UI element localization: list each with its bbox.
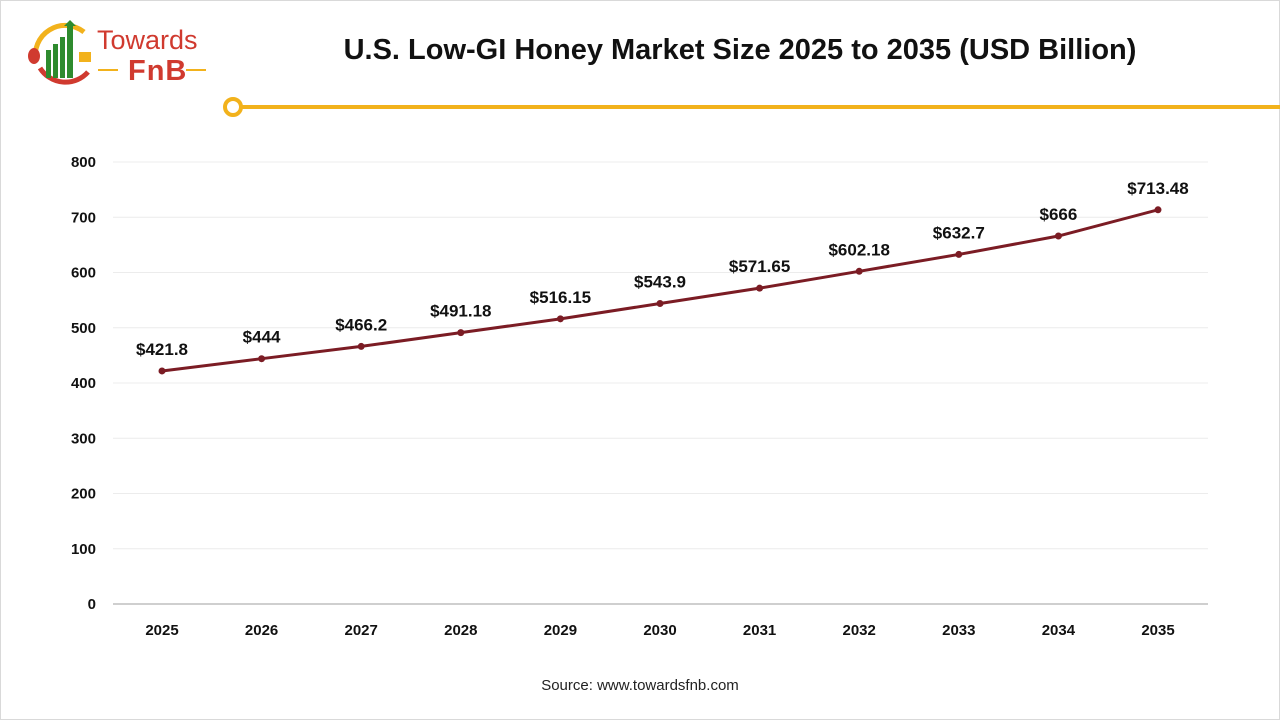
data-point (258, 355, 266, 363)
chart-title: U.S. Low-GI Honey Market Size 2025 to 20… (343, 34, 1137, 66)
data-label: $516.15 (530, 288, 591, 307)
y-tick-label: 500 (71, 320, 96, 337)
x-tick-label: 2032 (843, 622, 876, 639)
x-tick-label: 2025 (145, 622, 178, 639)
data-label: $666 (1039, 205, 1077, 224)
data-point (158, 367, 166, 375)
x-tick-label: 2035 (1141, 622, 1174, 639)
data-point (556, 315, 564, 323)
data-label: $421.8 (136, 340, 188, 359)
x-tick-label: 2030 (643, 622, 676, 639)
data-point (855, 267, 863, 275)
data-label: $632.7 (933, 223, 985, 242)
y-tick-label: 400 (71, 375, 96, 392)
data-label: $571.65 (729, 257, 790, 276)
x-tick-label: 2027 (345, 622, 378, 639)
data-label: $713.48 (1127, 179, 1188, 198)
data-point (1154, 206, 1162, 214)
y-tick-label: 0 (88, 596, 96, 613)
data-point (457, 329, 465, 337)
logo-text-towards: Towards (97, 25, 198, 55)
y-tick-label: 700 (71, 209, 96, 226)
logo-mark (28, 20, 206, 85)
data-label: $602.18 (828, 240, 889, 259)
data-point (1054, 232, 1062, 240)
x-tick-label: 2034 (1042, 622, 1076, 639)
x-tick-label: 2031 (743, 622, 776, 639)
title-rule (223, 97, 1280, 117)
x-tick-label: 2026 (245, 622, 278, 639)
x-tick-label: 2029 (544, 622, 577, 639)
y-tick-label: 800 (71, 154, 96, 171)
y-tick-label: 600 (71, 265, 96, 282)
data-label: $543.9 (634, 272, 686, 291)
logo-text-fnb: FnB (128, 55, 188, 87)
y-tick-label: 100 (71, 541, 96, 558)
x-tick-label: 2033 (942, 622, 975, 639)
data-label: $444 (243, 328, 281, 347)
data-label: $491.18 (430, 302, 491, 321)
data-label: $466.2 (335, 315, 387, 334)
data-point (656, 299, 664, 307)
y-tick-label: 300 (71, 430, 96, 447)
source-note: Source: www.towardsfnb.com (541, 677, 739, 694)
y-tick-label: 200 (71, 486, 96, 503)
data-point (357, 342, 365, 350)
data-point (756, 284, 764, 292)
x-tick-label: 2028 (444, 622, 477, 639)
data-point (955, 250, 963, 258)
